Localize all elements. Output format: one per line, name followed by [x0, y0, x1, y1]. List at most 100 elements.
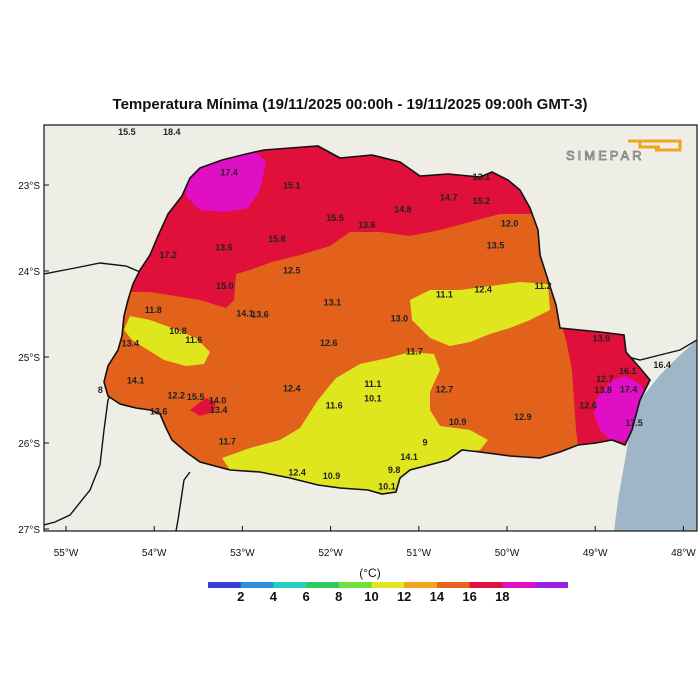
- colorbar-swatch: [273, 582, 307, 588]
- lat-tick-label: 26°S: [18, 439, 40, 450]
- station-value: 14.0: [209, 395, 227, 405]
- colorbar-label: 4: [270, 589, 278, 604]
- station-value: 14.7: [440, 193, 458, 203]
- colorbar-swatch: [240, 582, 274, 588]
- station-value: 12.5: [283, 266, 301, 276]
- station-value: 18.4: [163, 127, 181, 137]
- map-title: Temperatura Mínima (19/11/2025 00:00h - …: [112, 96, 588, 113]
- station-value: 11.8: [145, 305, 162, 315]
- lon-tick-label: 54°W: [142, 548, 167, 559]
- colorbar-label: 10: [364, 589, 378, 604]
- station-value: 12.6: [320, 338, 338, 348]
- station-value: 12.4: [288, 468, 306, 478]
- station-value: 14.1: [236, 309, 254, 319]
- colorbar-swatch: [535, 582, 568, 588]
- colorbar-swatch: [338, 582, 372, 588]
- station-value: 17.4: [620, 384, 638, 394]
- lon-tick-label: 52°W: [318, 548, 343, 559]
- colorbar-swatch: [371, 582, 405, 588]
- station-value: 11.1: [436, 290, 453, 300]
- station-value: 8: [98, 385, 103, 395]
- lon-tick-label: 48°W: [671, 548, 696, 559]
- zone-14-16-southwest: [190, 398, 216, 416]
- latitude-axis: 23°S 24°S 25°S 26°S 27°S: [18, 181, 49, 536]
- zone-10-12-west: [124, 316, 210, 366]
- station-value: 12.4: [474, 285, 492, 295]
- station-value: 10.1: [378, 481, 396, 491]
- station-value: 13.1: [473, 172, 491, 182]
- station-value: 15.2: [473, 196, 491, 206]
- station-value: 14.1: [127, 376, 145, 386]
- station-value: 15.5: [187, 392, 205, 402]
- colorbar-swatch: [404, 582, 438, 588]
- colorbar-label: 2: [237, 589, 244, 604]
- station-value: 15.5: [326, 213, 344, 223]
- station-value: 12.4: [283, 383, 301, 393]
- station-value: 13.1: [324, 297, 342, 307]
- station-value: 12.9: [514, 412, 532, 422]
- simepar-logo: SIMEPAR: [566, 139, 682, 163]
- lat-tick-label: 23°S: [18, 181, 40, 192]
- station-value: 13.8: [594, 385, 612, 395]
- zone-16-18-northwest: [186, 152, 266, 212]
- station-value: 12.6: [579, 401, 597, 411]
- station-value: 15.8: [268, 234, 286, 244]
- station-value: 17.2: [160, 250, 178, 260]
- station-value: 14.1: [400, 452, 418, 462]
- station-value: 11.2: [535, 281, 552, 291]
- colorbar-label: 16: [462, 589, 476, 604]
- station-value: 10.1: [364, 394, 382, 404]
- station-value: 13.4: [122, 339, 140, 349]
- station-value: 15.0: [216, 281, 234, 291]
- station-value: 16.4: [653, 360, 671, 370]
- station-values: 15.5 18.4 17.4 15.1 15.5 14.8 14.7 13.1 15.2 13.6…: [98, 127, 671, 491]
- colorbar-unit: (°C): [359, 566, 380, 580]
- station-value: 14.8: [394, 205, 412, 215]
- station-value: 15.1: [283, 180, 301, 190]
- lat-tick-label: 27°S: [18, 525, 40, 536]
- neighbor-borders: [44, 262, 697, 531]
- colorbar-label: 18: [495, 589, 509, 604]
- colorbar-swatch: [502, 582, 536, 588]
- lon-tick-label: 55°W: [54, 548, 79, 559]
- lon-tick-label: 50°W: [495, 548, 520, 559]
- map-frame: [43, 124, 698, 532]
- colorbar-label: 12: [397, 589, 411, 604]
- station-value: 10.9: [323, 471, 341, 481]
- station-value: 13.6: [251, 309, 269, 319]
- station-value: 11.7: [219, 437, 236, 447]
- station-value: 9: [422, 438, 427, 448]
- svg-text:SIMEPAR: SIMEPAR: [566, 148, 645, 163]
- station-value: 12.7: [436, 384, 454, 394]
- station-value: 9.8: [388, 465, 401, 475]
- colorbar-label: 8: [335, 589, 342, 604]
- station-value: 11.6: [326, 401, 343, 411]
- station-value: 13.6: [150, 407, 168, 417]
- station-value: 13.4: [210, 405, 228, 415]
- longitude-axis: 55°W 54°W 53°W 52°W 51°W 50°W 49°W 48°W: [54, 526, 696, 559]
- station-value: 11.6: [185, 335, 202, 345]
- station-value: 12.2: [168, 390, 186, 400]
- lon-tick-label: 51°W: [407, 548, 432, 559]
- station-value: 16.1: [619, 366, 637, 376]
- station-value: 12.0: [501, 218, 519, 228]
- colorbar-swatch: [306, 582, 340, 588]
- lon-tick-label: 53°W: [230, 548, 255, 559]
- colorbar-swatch: [208, 582, 241, 588]
- parana-border: [103, 145, 651, 495]
- colorbar-swatch: [436, 582, 470, 588]
- zone-10-12-center: [222, 352, 488, 494]
- station-value: 10.9: [449, 417, 467, 427]
- station-value: 10.8: [169, 326, 187, 336]
- colorbar: (°C) 2 4 6 8 10 12 14 16 18: [208, 566, 568, 604]
- zone-10-12-east: [410, 282, 550, 346]
- colorbar-label: 14: [430, 589, 445, 604]
- colorbar-label: 6: [302, 589, 309, 604]
- station-value: 13.0: [391, 314, 409, 324]
- station-value: 13.6: [358, 220, 376, 230]
- colorbar-swatch: [469, 582, 503, 588]
- station-value: 13.5: [487, 241, 505, 251]
- station-value: 17.5: [625, 418, 643, 428]
- lon-tick-label: 49°W: [583, 548, 608, 559]
